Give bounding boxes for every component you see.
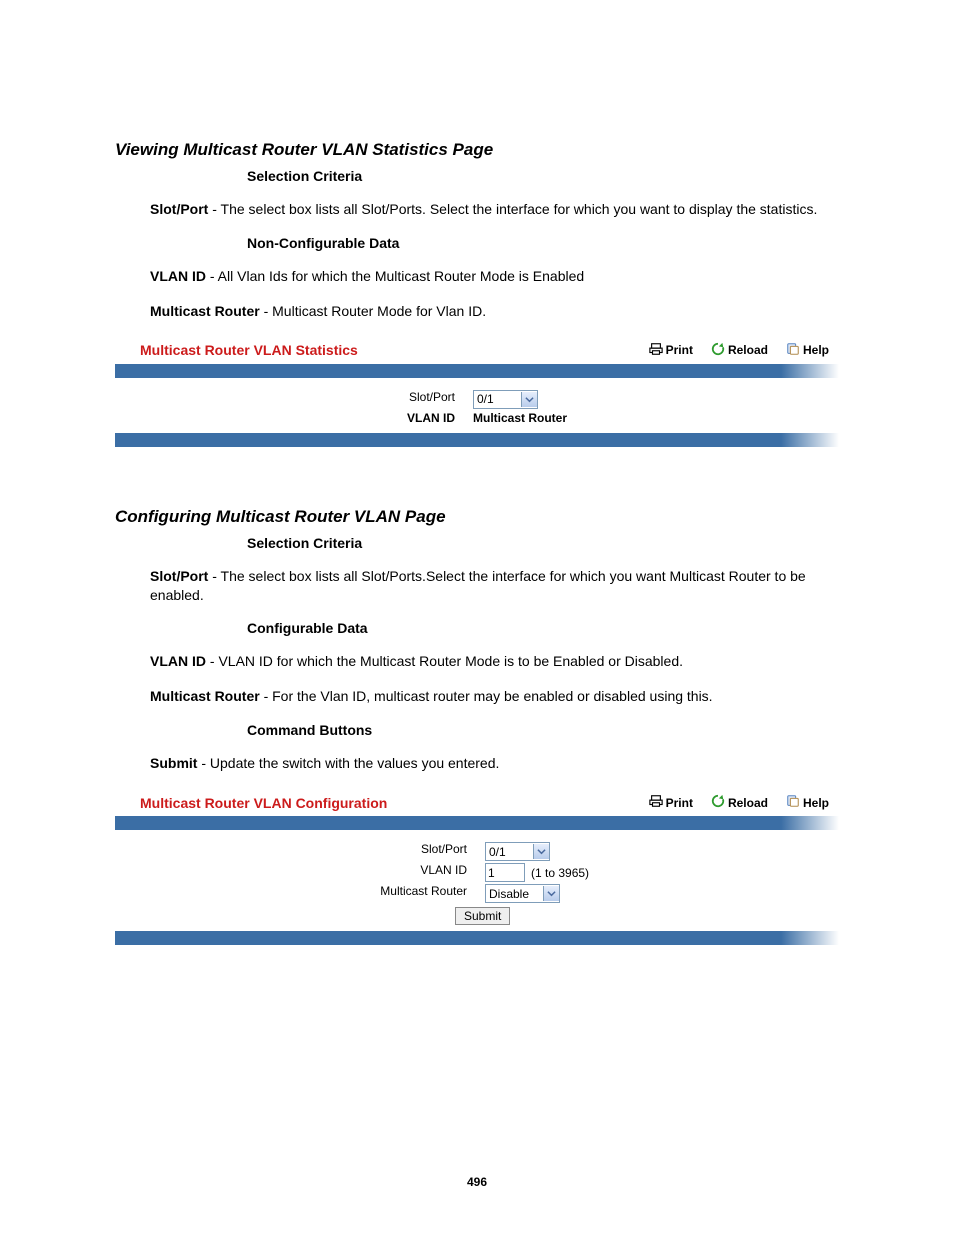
vlan-header: VLAN ID: [125, 411, 473, 425]
text: - For the Vlan ID, multicast router may …: [260, 688, 713, 704]
panel-title: Multicast Router VLAN Configuration: [140, 795, 387, 811]
reload-icon: [711, 342, 725, 359]
print-icon: [649, 794, 663, 811]
term: Multicast Router: [150, 688, 260, 704]
text: - All Vlan Ids for which the Multicast R…: [206, 268, 584, 284]
text: - Update the switch with the values you …: [197, 755, 499, 771]
paragraph: Multicast Router - For the Vlan ID, mult…: [150, 687, 839, 706]
panel-header: Multicast Router VLAN Statistics Print R…: [115, 337, 839, 364]
text: - Multicast Router Mode for Vlan ID.: [260, 303, 486, 319]
term: Slot/Port: [150, 201, 208, 217]
reload-label: Reload: [728, 796, 768, 810]
sub-heading: Configurable Data: [247, 620, 839, 636]
chevron-down-icon: [543, 886, 559, 901]
term: VLAN ID: [150, 268, 206, 284]
print-button[interactable]: Print: [649, 794, 693, 811]
reload-button[interactable]: Reload: [711, 794, 768, 811]
term: Slot/Port: [150, 568, 208, 584]
mrouter-select[interactable]: Disable: [485, 884, 560, 903]
vlan-label: VLAN ID: [125, 863, 485, 882]
divider-bar: [115, 433, 839, 447]
reload-button[interactable]: Reload: [711, 342, 768, 359]
sub-heading: Selection Criteria: [247, 168, 839, 184]
paragraph: Multicast Router - Multicast Router Mode…: [150, 302, 839, 321]
vlan-range: (1 to 3965): [531, 866, 589, 880]
help-icon: [786, 342, 800, 359]
help-label: Help: [803, 343, 829, 357]
reload-label: Reload: [728, 343, 768, 357]
divider-bar: [115, 816, 839, 830]
sub-heading: Selection Criteria: [247, 535, 839, 551]
divider-bar: [115, 364, 839, 378]
page-number: 496: [0, 1175, 954, 1189]
help-button[interactable]: Help: [786, 794, 829, 811]
slotport-select[interactable]: 0/1: [485, 842, 550, 861]
divider-bar: [115, 931, 839, 945]
mrouter-header: Multicast Router: [473, 411, 567, 425]
mrouter-label: Multicast Router: [125, 884, 485, 903]
select-value: 0/1: [486, 845, 533, 859]
slotport-label: Slot/Port: [125, 842, 485, 861]
slotport-label: Slot/Port: [125, 390, 473, 409]
paragraph: VLAN ID - VLAN ID for which the Multicas…: [150, 652, 839, 671]
paragraph: Slot/Port - The select box lists all Slo…: [150, 200, 839, 219]
paragraph: Slot/Port - The select box lists all Slo…: [150, 567, 839, 605]
panel-configuration: Multicast Router VLAN Configuration Prin…: [115, 789, 839, 945]
term: VLAN ID: [150, 653, 206, 669]
print-label: Print: [666, 796, 693, 810]
sub-heading: Non-Configurable Data: [247, 235, 839, 251]
term: Multicast Router: [150, 303, 260, 319]
section-heading: Viewing Multicast Router VLAN Statistics…: [115, 140, 839, 160]
help-label: Help: [803, 796, 829, 810]
slotport-select[interactable]: 0/1: [473, 390, 538, 409]
select-value: 0/1: [474, 392, 521, 406]
panel-statistics: Multicast Router VLAN Statistics Print R…: [115, 337, 839, 447]
help-button[interactable]: Help: [786, 342, 829, 359]
print-button[interactable]: Print: [649, 342, 693, 359]
section-heading: Configuring Multicast Router VLAN Page: [115, 507, 839, 527]
reload-icon: [711, 794, 725, 811]
sub-heading: Command Buttons: [247, 722, 839, 738]
text: - The select box lists all Slot/Ports. S…: [208, 201, 817, 217]
paragraph: VLAN ID - All Vlan Ids for which the Mul…: [150, 267, 839, 286]
chevron-down-icon: [521, 392, 537, 407]
panel-header: Multicast Router VLAN Configuration Prin…: [115, 789, 839, 816]
paragraph: Submit - Update the switch with the valu…: [150, 754, 839, 773]
help-icon: [786, 794, 800, 811]
print-label: Print: [666, 343, 693, 357]
vlan-input[interactable]: [485, 863, 525, 882]
select-value: Disable: [486, 887, 543, 901]
term: Submit: [150, 755, 197, 771]
print-icon: [649, 342, 663, 359]
chevron-down-icon: [533, 844, 549, 859]
panel-title: Multicast Router VLAN Statistics: [140, 342, 358, 358]
text: - The select box lists all Slot/Ports.Se…: [150, 568, 806, 603]
text: - VLAN ID for which the Multicast Router…: [206, 653, 683, 669]
submit-button[interactable]: Submit: [455, 907, 510, 925]
